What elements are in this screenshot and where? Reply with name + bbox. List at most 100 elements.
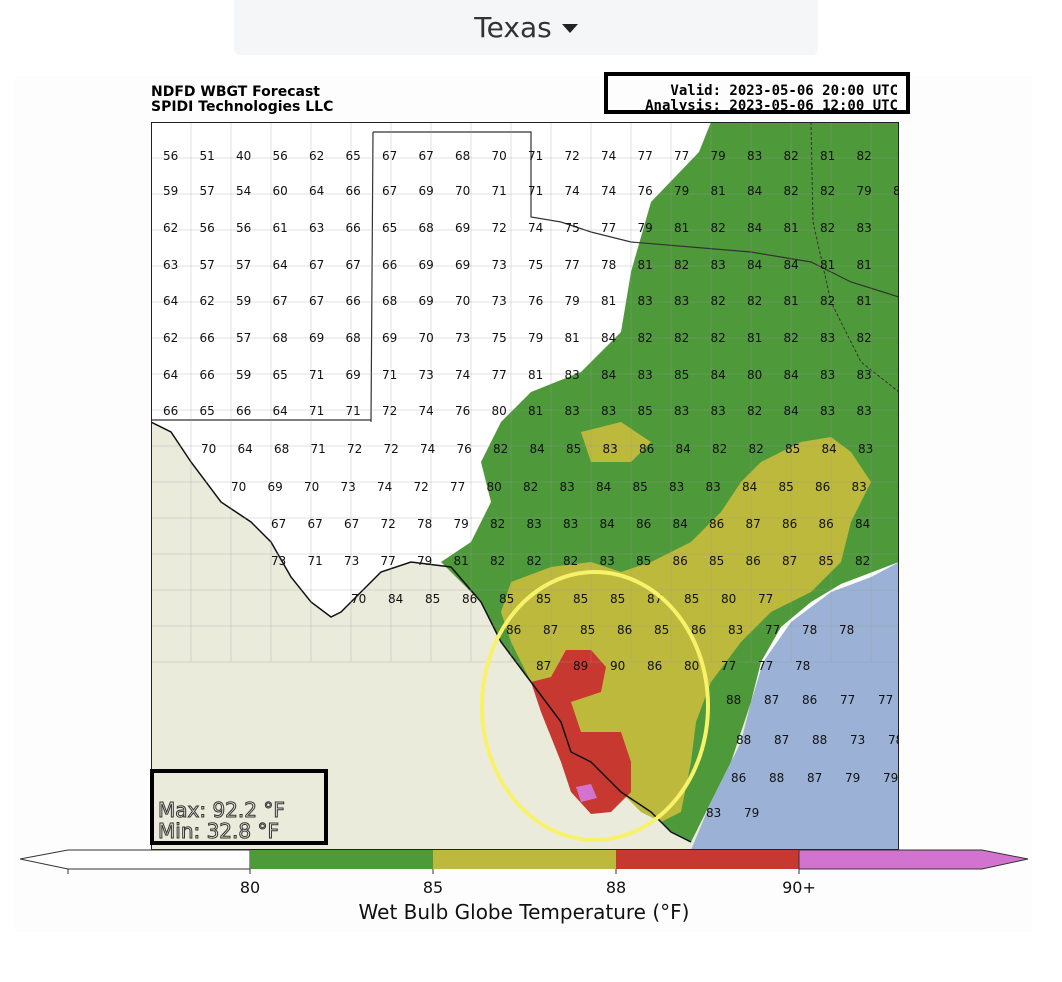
wbgt-value-label: 83 xyxy=(565,368,580,382)
wbgt-value-label: 71 xyxy=(528,149,543,163)
wbgt-value-label: 74 xyxy=(528,221,543,235)
wbgt-value-label: 70 xyxy=(455,184,470,198)
wbgt-value-label: 85 xyxy=(610,592,625,606)
wbgt-value-label: 87 xyxy=(536,659,551,673)
wbgt-value-label: 83 xyxy=(852,480,867,494)
wbgt-value-label: 82 xyxy=(747,404,762,418)
wbgt-value-label: 80 xyxy=(492,404,507,418)
wbgt-value-label: 68 xyxy=(273,331,288,345)
wbgt-value-label: 57 xyxy=(236,258,251,272)
wbgt-value-label: 88 xyxy=(812,733,827,747)
wbgt-value-label: 86 xyxy=(636,517,651,531)
wbgt-value-label: 83 xyxy=(711,258,726,272)
caret-down-icon xyxy=(561,24,578,33)
wbgt-value-label: 56 xyxy=(273,149,288,163)
wbgt-value-label: 80 xyxy=(721,592,736,606)
wbgt-value-label: 69 xyxy=(346,368,361,382)
colorbar-label: Wet Bulb Globe Temperature (°F) xyxy=(358,900,690,924)
wbgt-value-label: 76 xyxy=(638,184,653,198)
wbgt-value-label: 57 xyxy=(200,184,215,198)
wbgt-value-label: 85 xyxy=(566,442,581,456)
wbgt-value-label: 85 xyxy=(819,554,834,568)
wbgt-value-label: 87 xyxy=(746,517,761,531)
wbgt-value-label: 82 xyxy=(527,554,542,568)
wbgt-value-label: 82 xyxy=(490,554,505,568)
wbgt-value-label: 74 xyxy=(420,442,435,456)
wbgt-value-label: 56 xyxy=(163,149,178,163)
wbgt-value-label: 89 xyxy=(573,659,588,673)
wbgt-value-label: 83 xyxy=(601,404,616,418)
wbgt-value-label: 51 xyxy=(200,149,215,163)
wbgt-value-label: 77 xyxy=(565,258,580,272)
wbgt-value-label: 63 xyxy=(163,258,178,272)
wbgt-value-label: 85 xyxy=(779,480,794,494)
wbgt-value-label: 66 xyxy=(236,404,251,418)
wbgt-value-label: 86 xyxy=(647,659,662,673)
wbgt-value-label: 87 xyxy=(764,693,779,707)
wbgt-value-label: 77 xyxy=(721,659,736,673)
wbgt-value-label: 87 xyxy=(774,733,789,747)
wbgt-value-label: 81 xyxy=(528,404,543,418)
wbgt-value-label: 71 xyxy=(528,184,543,198)
max-min-text: Max: 92.2 °F Min: 32.8 °F xyxy=(158,799,286,842)
wbgt-value-label: 67 xyxy=(382,184,397,198)
wbgt-value-label: 82 xyxy=(784,331,799,345)
wbgt-value-label: 86 xyxy=(802,693,817,707)
wbgt-value-label: 73 xyxy=(850,733,865,747)
wbgt-value-label: 71 xyxy=(382,368,397,382)
wbgt-value-label: 67 xyxy=(308,517,323,531)
company-name: SPIDI Technologies LLC xyxy=(151,99,334,115)
wbgt-value-label: 87 xyxy=(782,554,797,568)
wbgt-value-label: 68 xyxy=(382,294,397,308)
wbgt-value-label: 86 xyxy=(691,623,706,637)
wbgt-value-label: 71 xyxy=(309,368,324,382)
wbgt-value-label: 59 xyxy=(236,294,251,308)
wbgt-value-label: 69 xyxy=(309,331,324,345)
figure-title: NDFD WBGT Forecast SPIDI Technologies LL… xyxy=(151,85,333,115)
wbgt-value-label: 77 xyxy=(638,149,653,163)
state-dropdown[interactable]: Texas xyxy=(234,0,818,55)
wbgt-value-label: 73 xyxy=(455,331,470,345)
wbgt-value-label: 71 xyxy=(346,404,361,418)
wbgt-value-label: 69 xyxy=(419,184,434,198)
wbgt-value-label: 83 xyxy=(820,331,835,345)
wbgt-value-label: 66 xyxy=(346,294,361,308)
wbgt-value-label: 79 xyxy=(638,221,653,235)
rio-grande-border xyxy=(151,421,692,843)
wbgt-value-label: 77 xyxy=(381,554,396,568)
wbgt-value-label: 82 xyxy=(857,331,872,345)
wbgt-value-label: 83 xyxy=(857,221,872,235)
wbgt-value-label: 84 xyxy=(530,442,545,456)
wbgt-value-label: 72 xyxy=(381,517,396,531)
wbgt-value-label: 69 xyxy=(455,221,470,235)
wbgt-value-label: 57 xyxy=(200,258,215,272)
wbgt-value-label: 85 xyxy=(674,368,689,382)
colorbar-80-85 xyxy=(250,850,433,869)
wbgt-value-label: 72 xyxy=(414,480,429,494)
wbgt-88-90-region xyxy=(531,650,631,814)
wbgt-value-label: 82 xyxy=(711,221,726,235)
wbgt-value-label: 82 xyxy=(674,331,689,345)
wbgt-value-label: 83 xyxy=(820,404,835,418)
wbgt-value-label: 81 xyxy=(711,184,726,198)
wbgt-value-label: 74 xyxy=(377,480,392,494)
wbgt-value-label: 83 xyxy=(563,517,578,531)
wbgt-value-label: 70 xyxy=(304,480,319,494)
wbgt-value-label: 67 xyxy=(346,258,361,272)
wbgt-value-label: 83 xyxy=(728,623,743,637)
wbgt-value-label: 71 xyxy=(311,442,326,456)
wbgt-point-values: 56 51 40 56 62 65 67 67 68 70 71 72 74 77 77 79 83 82 81 82… xyxy=(163,149,899,820)
wbgt-value-label: 62 xyxy=(200,294,215,308)
wbgt-value-label: 85 xyxy=(573,592,588,606)
wbgt-value-label: 63 xyxy=(309,221,324,235)
colorbar xyxy=(20,849,1029,874)
wbgt-value-label: 83 xyxy=(674,404,689,418)
wbgt-value-label: 84 xyxy=(784,258,799,272)
wbgt-value-label: 82 xyxy=(855,554,870,568)
wbgt-value-label: 85 xyxy=(709,554,724,568)
wbgt-value-label: 80 xyxy=(747,368,762,382)
wbgt-value-label: 79 xyxy=(744,806,759,820)
wbgt-value-label: 64 xyxy=(163,368,178,382)
wbgt-value-label: 66 xyxy=(346,221,361,235)
wbgt-value-label: 72 xyxy=(384,442,399,456)
